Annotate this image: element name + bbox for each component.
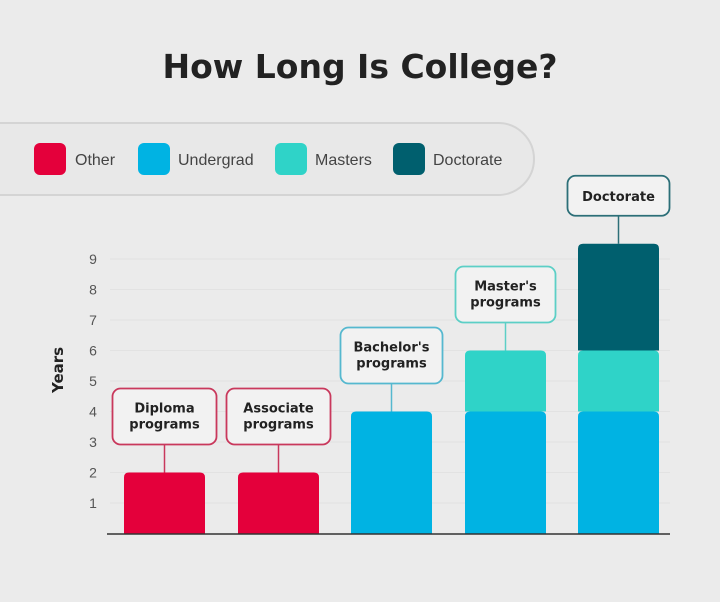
y-tick-label: 8: [89, 282, 97, 298]
callout-box: [111, 387, 218, 446]
legend: Other Undergrad Masters Doctorate: [0, 122, 535, 196]
bar-segment-undergrad: [351, 411, 432, 534]
category-label: Bachelor's programs: [354, 341, 430, 372]
legend-pill: [0, 122, 535, 196]
bar-segment-undergrad: [465, 411, 546, 534]
legend-label: Masters: [315, 152, 372, 169]
y-tick-label: 6: [89, 343, 97, 359]
y-ticks: 1 2 3 4 5 6 7 8 9: [89, 251, 97, 511]
y-axis-label: Years: [49, 347, 67, 394]
y-tick-label: 4: [89, 404, 97, 420]
y-tick-label: 5: [89, 373, 97, 389]
callout-box: [566, 174, 671, 217]
legend-label: Doctorate: [433, 152, 502, 169]
y-tick-label: 2: [89, 465, 97, 481]
category-label: Associate programs: [243, 402, 314, 433]
legend-swatch-other: [34, 143, 66, 175]
category-label: Doctorate: [582, 190, 655, 205]
category-label: Diploma programs: [129, 402, 200, 433]
category-label: Master's programs: [470, 280, 541, 311]
y-tick-label: 9: [89, 251, 97, 267]
y-tick-label: 3: [89, 434, 97, 450]
bars: [124, 243, 659, 534]
legend-label: Other: [75, 152, 116, 169]
bar-segment-masters: [578, 350, 659, 412]
callout-box: [339, 326, 444, 385]
bar-segment-other: [238, 472, 319, 534]
callout-box: [454, 265, 557, 324]
callouts: Diploma programs Associate programs Bachelor…: [111, 174, 671, 473]
chart-title: How Long Is College?: [162, 47, 557, 86]
bar-segment-undergrad: [578, 411, 659, 534]
y-tick-label: 7: [89, 312, 97, 328]
legend-swatch-undergrad: [138, 143, 170, 175]
bar-segment-doctorate: [578, 243, 659, 351]
y-tick-label: 1: [89, 495, 97, 511]
callout-box: [225, 387, 332, 446]
bar-segment-other: [124, 472, 205, 534]
legend-swatch-masters: [275, 143, 307, 175]
bar-segment-masters: [465, 350, 546, 412]
legend-label: Undergrad: [178, 152, 254, 169]
legend-swatch-doctorate: [393, 143, 425, 175]
